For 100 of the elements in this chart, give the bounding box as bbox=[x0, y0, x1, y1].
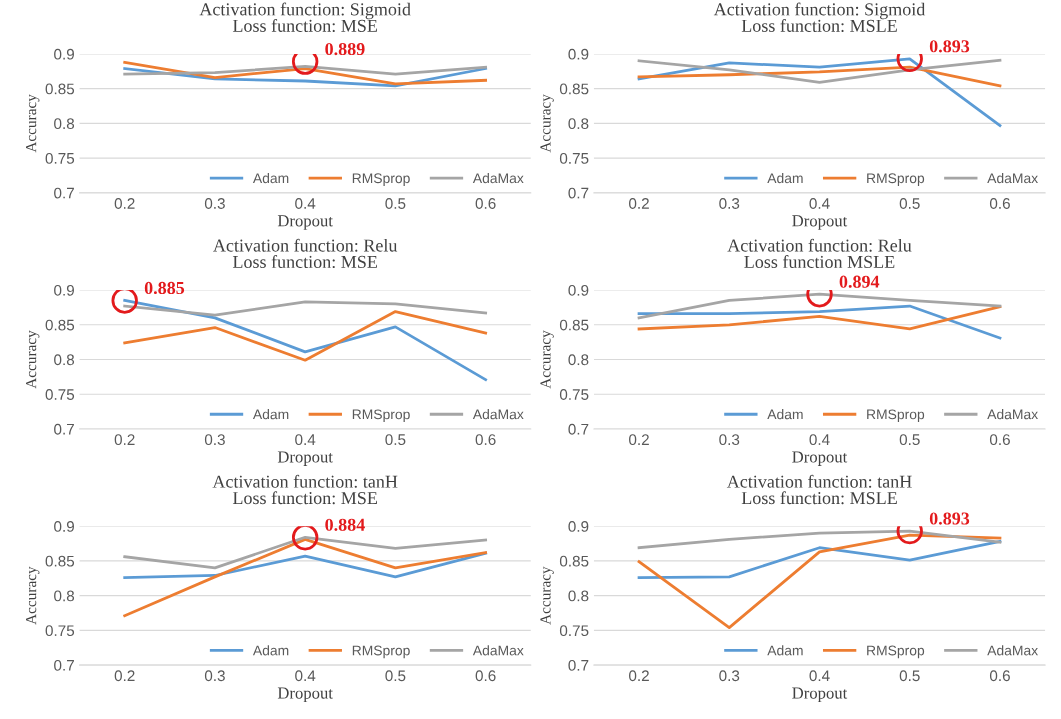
y-tick-label: 0.75 bbox=[45, 152, 75, 164]
x-tick-label: 0.6 bbox=[989, 434, 1010, 446]
x-tick-label: 0.4 bbox=[809, 434, 830, 446]
x-axis-title: Dropout bbox=[792, 451, 848, 466]
annotation: 0.894 bbox=[839, 275, 880, 288]
y-tick-label: 0.85 bbox=[45, 319, 75, 331]
legend-label: AdaMax bbox=[987, 409, 1038, 420]
legend-label: Adam bbox=[767, 409, 803, 420]
y-axis-title: Accuracy bbox=[540, 566, 554, 625]
x-tick-label: 0.3 bbox=[719, 434, 740, 446]
line-series bbox=[123, 537, 488, 618]
x-tick-label: 0.2 bbox=[629, 670, 649, 682]
y-tick-label: 0.85 bbox=[559, 319, 589, 331]
x-tick-label: 0.4 bbox=[295, 670, 316, 682]
y-tick-label: 0.8 bbox=[54, 590, 75, 602]
line-series bbox=[637, 540, 1002, 579]
y-axis-title: Accuracy bbox=[540, 94, 554, 153]
y-tick-label: 0.75 bbox=[559, 625, 589, 637]
y-tick-label: 0.9 bbox=[54, 48, 74, 60]
x-tick-label: 0.6 bbox=[475, 434, 496, 446]
x-tick-label: 0.2 bbox=[629, 434, 649, 446]
line-series bbox=[637, 65, 1002, 88]
y-tick-label: 0.7 bbox=[568, 659, 589, 671]
legend-label: Adam bbox=[767, 172, 803, 184]
x-tick-label: 0.2 bbox=[629, 198, 649, 209]
y-tick-label: 0.85 bbox=[45, 83, 75, 95]
line-series bbox=[637, 58, 1002, 84]
legend-label: RMSprop bbox=[867, 173, 925, 186]
legend-label: RMSprop bbox=[352, 645, 410, 659]
x-axis-title: Dropout bbox=[792, 687, 848, 703]
legend-label: AdaMax bbox=[472, 409, 524, 420]
x-tick-label: 0.6 bbox=[475, 670, 496, 682]
annotation: 0.884 bbox=[325, 518, 365, 531]
chart-title: Activation function: Sigmoid Loss function: MSLE bbox=[713, 2, 926, 32]
chart-title: Activation function: Sigmoid Loss function: MSE bbox=[199, 2, 411, 32]
y-tick-label: 0.8 bbox=[568, 590, 589, 602]
y-tick-label: 0.85 bbox=[559, 83, 589, 95]
y-tick-label: 0.85 bbox=[559, 555, 589, 567]
x-axis-title: Dropout bbox=[277, 687, 333, 703]
line-series bbox=[637, 533, 1002, 629]
annotation: 0.893 bbox=[929, 40, 970, 53]
legend-label: AdaMax bbox=[472, 172, 524, 184]
y-tick-label: 0.7 bbox=[568, 187, 589, 199]
line-series bbox=[637, 305, 1002, 331]
legend-label: RMSprop bbox=[867, 645, 925, 659]
x-tick-label: 0.3 bbox=[719, 670, 740, 682]
y-tick-label: 0.8 bbox=[54, 354, 75, 366]
legend-label: Adam bbox=[252, 172, 289, 184]
line-series bbox=[123, 65, 488, 76]
legend-label: Adam bbox=[252, 409, 289, 420]
x-tick-label: 0.5 bbox=[385, 670, 406, 682]
y-tick-label: 0.7 bbox=[54, 187, 74, 199]
y-tick-label: 0.75 bbox=[45, 625, 75, 637]
y-tick-label: 0.75 bbox=[559, 152, 589, 164]
annotation: 0.889 bbox=[325, 42, 365, 56]
y-axis-title: Accuracy bbox=[26, 330, 40, 389]
x-tick-label: 0.5 bbox=[899, 670, 920, 682]
y-tick-label: 0.7 bbox=[568, 423, 589, 435]
line-series bbox=[637, 304, 1002, 340]
y-tick-label: 0.9 bbox=[568, 521, 589, 532]
x-tick-label: 0.4 bbox=[295, 434, 316, 446]
x-tick-label: 0.6 bbox=[989, 670, 1010, 682]
x-tick-label: 0.3 bbox=[204, 198, 225, 209]
legend-label: RMSprop bbox=[352, 409, 410, 422]
legend-label: RMSprop bbox=[867, 409, 925, 422]
y-tick-label: 0.85 bbox=[45, 555, 75, 567]
y-tick-label: 0.8 bbox=[568, 354, 589, 366]
line-series bbox=[123, 551, 488, 579]
line-series bbox=[123, 310, 488, 362]
y-tick-label: 0.9 bbox=[568, 284, 589, 296]
legend-label: AdaMax bbox=[472, 645, 524, 656]
y-axis-title: Accuracy bbox=[26, 94, 40, 153]
x-tick-label: 0.6 bbox=[475, 198, 496, 209]
y-tick-label: 0.7 bbox=[54, 659, 74, 671]
x-tick-label: 0.4 bbox=[809, 670, 830, 682]
x-tick-label: 0.3 bbox=[204, 434, 225, 446]
y-tick-label: 0.7 bbox=[54, 423, 74, 435]
y-tick-label: 0.75 bbox=[559, 389, 589, 400]
y-axis-title: Accuracy bbox=[540, 330, 554, 389]
x-axis-title: Dropout bbox=[792, 215, 848, 230]
y-tick-label: 0.75 bbox=[45, 389, 75, 400]
line-series bbox=[123, 60, 488, 86]
x-tick-label: 0.5 bbox=[899, 198, 920, 209]
x-tick-label: 0.2 bbox=[114, 198, 135, 209]
legend-label: AdaMax bbox=[987, 172, 1038, 184]
legend-label: RMSprop bbox=[352, 173, 410, 186]
x-tick-label: 0.5 bbox=[899, 434, 920, 446]
legend-label: Adam bbox=[767, 645, 803, 656]
legend-label: AdaMax bbox=[987, 645, 1038, 656]
x-tick-label: 0.6 bbox=[989, 198, 1010, 209]
x-tick-label: 0.3 bbox=[719, 198, 740, 209]
chart-title: Activation function: tanH Loss function: MSLE bbox=[726, 474, 912, 505]
x-tick-label: 0.4 bbox=[295, 198, 316, 209]
chart-title: Activation function: Relu Loss function: MSE bbox=[213, 238, 398, 269]
x-axis-title: Dropout bbox=[277, 451, 333, 466]
y-tick-label: 0.9 bbox=[54, 521, 74, 532]
chart-title: Activation function: tanH Loss function: MSE bbox=[212, 474, 398, 505]
x-axis-title: Dropout bbox=[277, 215, 333, 230]
y-axis-title: Accuracy bbox=[26, 566, 40, 625]
y-tick-label: 0.9 bbox=[54, 284, 74, 296]
